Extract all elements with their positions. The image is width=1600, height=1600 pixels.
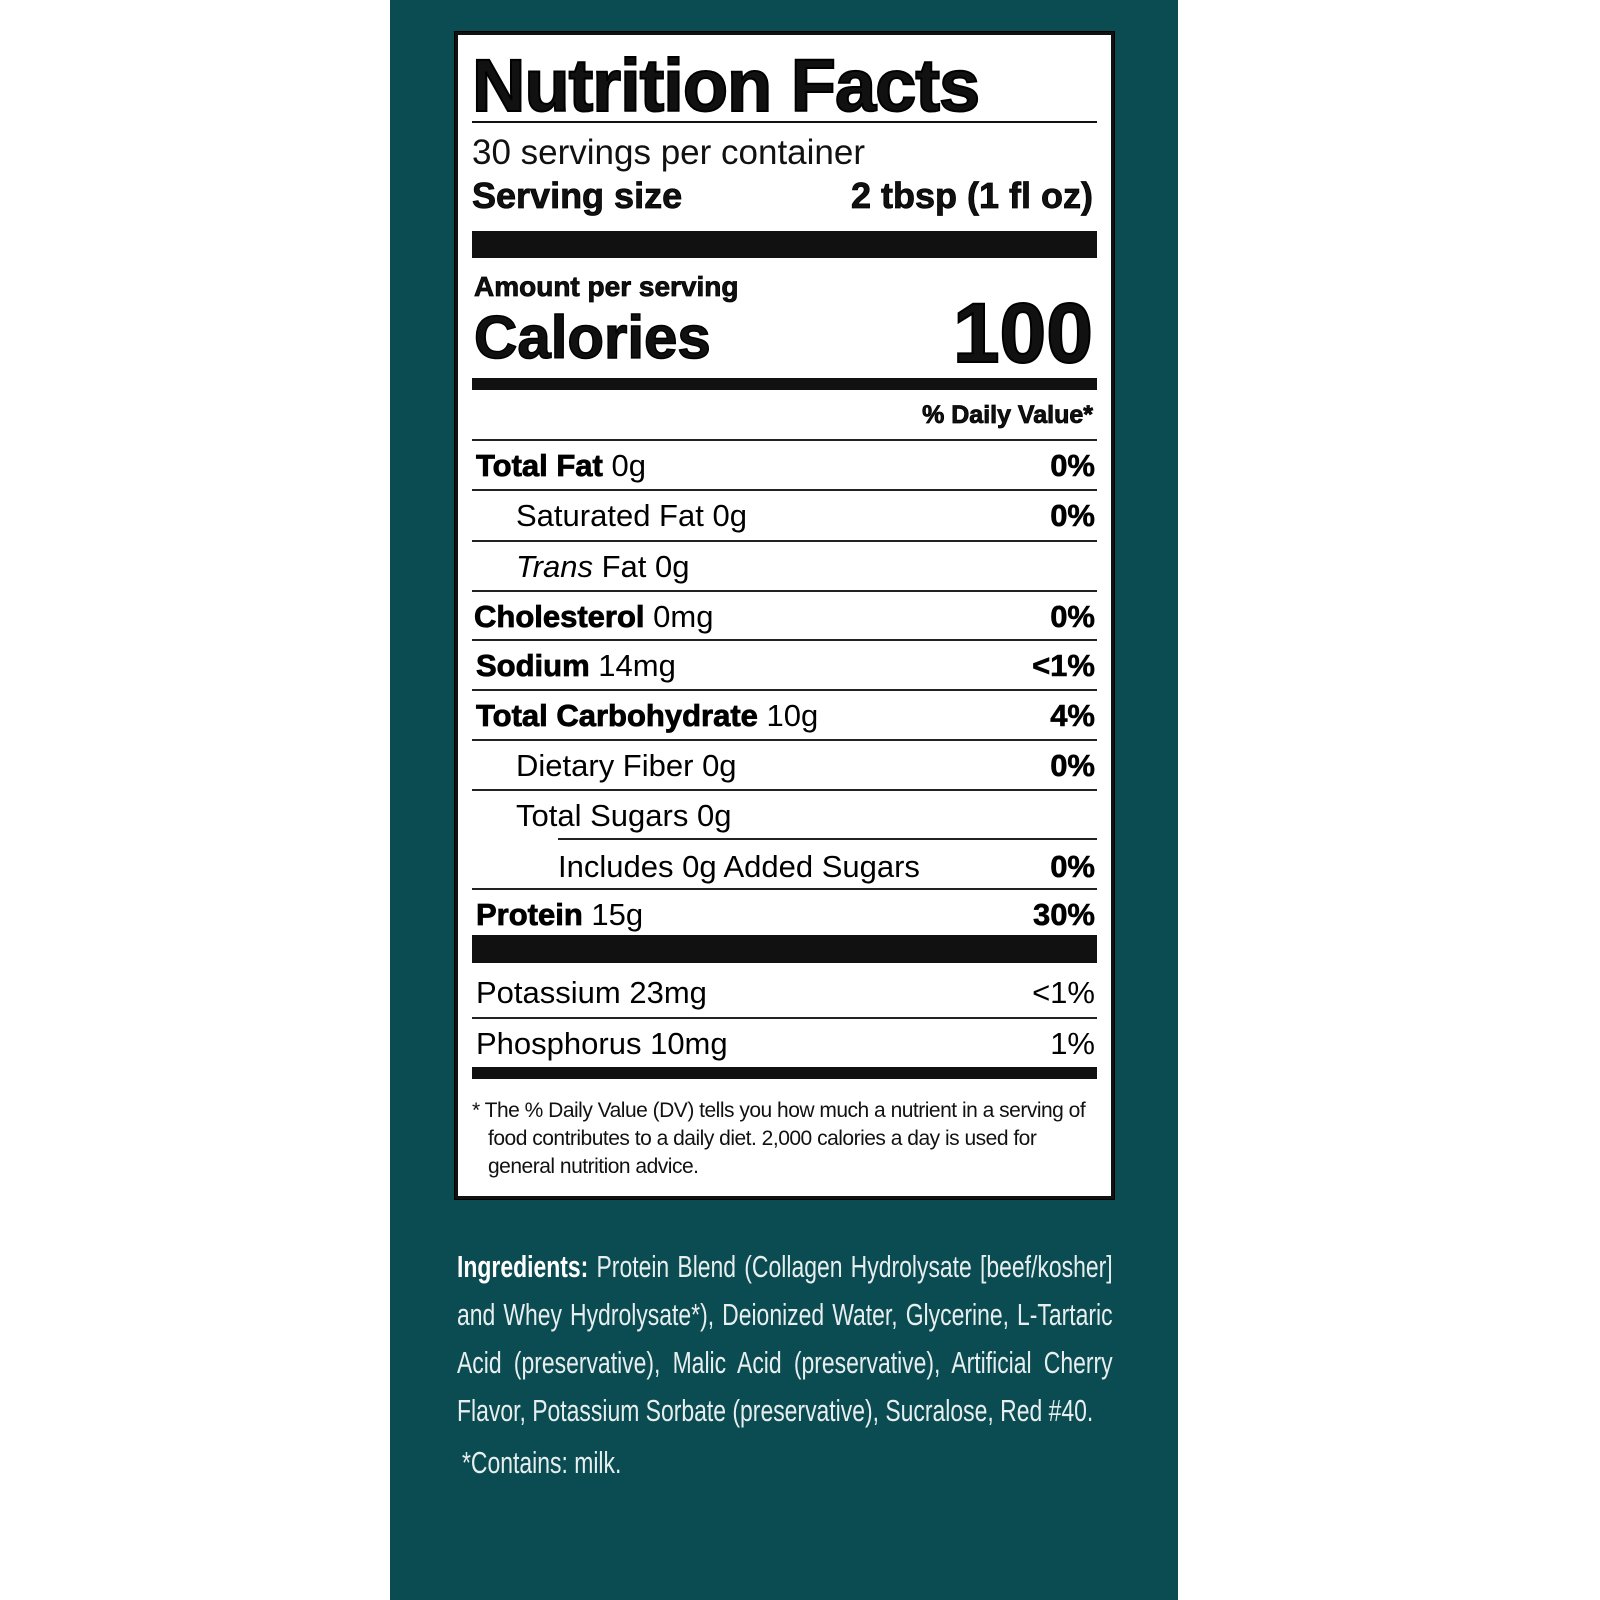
nutrient-dv: 0%	[1050, 849, 1095, 885]
calories-value: 100	[952, 285, 1094, 381]
nutrient-dv: 0%	[1050, 448, 1095, 484]
nutrient-row-total-carbohydrate: Total Carbohydrate 10g 4%	[472, 689, 1097, 739]
mineral-amount: 23mg	[629, 975, 707, 1010]
nutrient-name: Cholesterol	[474, 599, 645, 635]
calories-label: Calories	[473, 303, 711, 372]
thick-divider	[472, 935, 1097, 963]
nutrient-name: Trans	[516, 549, 593, 584]
nutrient-row-dietary-fiber: Dietary Fiber 0g 0%	[472, 739, 1097, 789]
mineral-row-potassium: Potassium 23mg <1%	[472, 967, 1097, 1017]
serving-size-value: 2 tbsp (1 fl oz)	[851, 175, 1094, 217]
nutrient-amount: 0g	[696, 798, 732, 833]
servings-per-container: 30 servings per container	[472, 133, 865, 172]
nutrient-amount: 15g	[591, 897, 644, 932]
nutrient-name: Sodium	[476, 648, 590, 684]
nutrient-dv: 0%	[1050, 498, 1095, 534]
nutrient-dv: 0%	[1050, 599, 1095, 635]
medium-divider	[472, 378, 1097, 390]
ingredients-paragraph: Ingredients: Protein Blend (Collagen Hyd…	[457, 1243, 1113, 1435]
nutrient-row-trans-fat: Trans Fat 0g	[472, 540, 1097, 590]
nutrient-amount: 14mg	[598, 648, 676, 683]
nutrient-row-protein: Protein 15g 30%	[472, 888, 1097, 936]
nutrient-row-total-fat: Total Fat 0g 0%	[472, 439, 1097, 489]
nutrient-dv: 30%	[1032, 897, 1096, 933]
mineral-amount: 10mg	[650, 1026, 728, 1061]
mineral-dv: <1%	[1032, 975, 1095, 1010]
nutrient-name-suffix: Fat	[601, 549, 647, 584]
nutrient-row-total-sugars: Total Sugars 0g	[472, 789, 1097, 839]
nutrient-row-saturated-fat: Saturated Fat 0g 0%	[472, 489, 1097, 539]
nutrient-amount: 0mg	[653, 599, 714, 634]
nutrition-facts-label: Nutrition Facts 30 servings per containe…	[455, 32, 1114, 1199]
nutrient-row-sodium: Sodium 14mg <1%	[472, 639, 1097, 689]
nutrient-row-added-sugars: Includes 0g Added Sugars 0%	[558, 838, 1097, 888]
nutrient-name: Total Sugars	[516, 798, 689, 833]
ingredients-text: Protein Blend (Collagen Hydrolysate [bee…	[457, 1249, 1113, 1428]
divider	[472, 121, 1097, 123]
medium-divider	[472, 1067, 1097, 1079]
nutrient-amount: 0g	[702, 748, 737, 783]
mineral-row-phosphorus: Phosphorus 10mg 1%	[472, 1017, 1097, 1067]
nutrient-dv: 4%	[1050, 698, 1095, 734]
nutrient-name: Saturated Fat	[516, 498, 704, 533]
mineral-dv: 1%	[1050, 1026, 1095, 1061]
nutrient-name: Includes 0g Added Sugars	[558, 849, 920, 884]
daily-value-footnote: * The % Daily Value (DV) tells you how m…	[472, 1099, 1086, 1178]
nutrient-name: Protein	[476, 897, 584, 933]
nutrient-amount: 10g	[766, 698, 819, 733]
amount-per-serving: Amount per serving	[474, 271, 739, 303]
nutrient-amount: 0g	[655, 549, 690, 584]
nutrient-name: Total Carbohydrate	[476, 698, 759, 734]
serving-size-label: Serving size	[472, 175, 683, 217]
nutrient-amount: 0g	[611, 448, 646, 483]
nutrient-dv: <1%	[1032, 648, 1096, 684]
nutrient-name: Dietary Fiber	[516, 748, 694, 783]
ingredients-label: Ingredients:	[457, 1249, 589, 1284]
nutrient-row-cholesterol: Cholesterol 0mg 0%	[472, 590, 1097, 640]
mineral-name: Potassium	[476, 975, 621, 1010]
nutrient-name: Total Fat	[476, 448, 604, 484]
daily-value-header: % Daily Value*	[922, 401, 1094, 430]
mineral-name: Phosphorus	[476, 1026, 642, 1061]
allergen-statement: *Contains: milk.	[462, 1445, 622, 1480]
ingredients-section: Ingredients: Protein Blend (Collagen Hyd…	[457, 1243, 1113, 1485]
label-title: Nutrition Facts	[471, 43, 981, 128]
thick-divider	[472, 231, 1097, 258]
nutrient-amount: 0g	[712, 498, 747, 533]
nutrient-dv: 0%	[1050, 748, 1095, 784]
